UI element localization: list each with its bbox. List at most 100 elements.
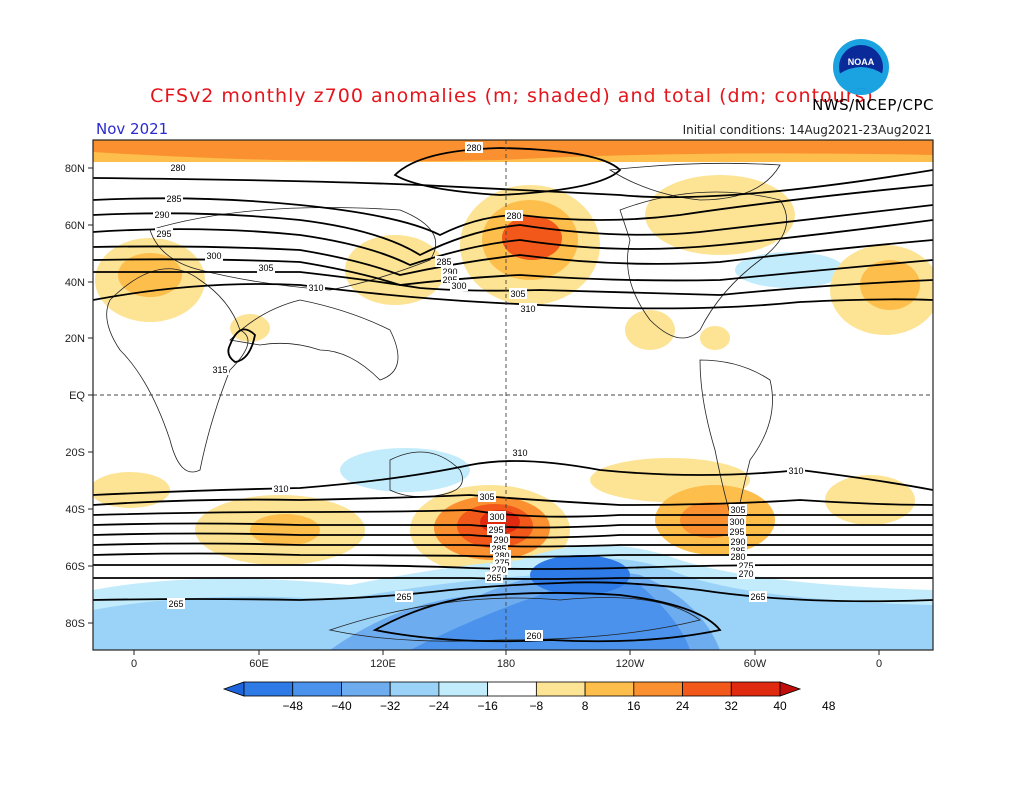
latitude-labels: 80N 60N 40N 20N EQ 20S 40S 60S 80S [65, 163, 93, 630]
contour-label-bg [729, 504, 747, 515]
forecast-month: Nov 2021 [96, 120, 169, 138]
contour-label-bg [487, 524, 505, 535]
lon-label: 120W [616, 658, 645, 670]
contour-label: 280 [494, 551, 509, 561]
contour-label: 265 [396, 592, 411, 602]
noaa-logo: NOAA [833, 39, 889, 95]
colorbar-tick-label: −48 [283, 699, 304, 713]
contour-label-bg [729, 536, 747, 547]
colorbar-tick-label: 16 [627, 699, 641, 713]
contour-label-bg [737, 568, 755, 579]
colorbar-tick-label: −40 [331, 699, 352, 713]
lat-label: 60S [65, 561, 85, 573]
contour-label-bg [492, 534, 510, 545]
contour-label: 310 [273, 484, 288, 494]
coastlines [106, 162, 788, 642]
contour-label-bg [728, 526, 746, 537]
contour-label-bg [505, 210, 523, 221]
contour-label: 280 [466, 143, 481, 153]
lon-label: 0 [876, 658, 882, 670]
contour-label-bg [169, 162, 187, 173]
contour-label: 290 [730, 537, 745, 547]
contour-label-bg [485, 572, 503, 583]
contour-label-bg [478, 491, 496, 502]
contour-label-bg [395, 591, 413, 602]
colorbar-arrow-left [222, 681, 245, 697]
contour-label: 300 [451, 281, 466, 291]
contour-label: 310 [788, 466, 803, 476]
lon-label: 120E [370, 658, 396, 670]
colorbar-tick-label: 8 [582, 699, 589, 713]
lat-label: EQ [69, 390, 85, 402]
contour-label-bg [165, 193, 183, 204]
contour-label-bg [167, 598, 185, 609]
colorbar-tick-label: −32 [380, 699, 401, 713]
contour-label-bg [205, 250, 223, 261]
colorbar-swatch [682, 681, 732, 697]
contour-label: 295 [488, 525, 503, 535]
lat-label: 60N [65, 220, 85, 232]
contour-label: 290 [493, 535, 508, 545]
colorbar-swatch [730, 681, 781, 697]
colorbar-swatch [438, 681, 489, 697]
lat-label: 20N [65, 333, 85, 345]
contour-label: 305 [479, 492, 494, 502]
lat-label: 80S [65, 618, 85, 630]
contour-label: 275 [494, 558, 509, 568]
colorbar: −48 −40 −32 −24 −16 −8 8 16 24 32 40 48 [222, 681, 836, 713]
contour-label: 315 [212, 365, 227, 375]
contour-label: 310 [308, 283, 323, 293]
contour-label: 280 [170, 163, 185, 173]
contour-label: 290 [154, 210, 169, 220]
lon-label: 60W [744, 658, 767, 670]
contour-label: 300 [206, 251, 221, 261]
colorbar-tick-label: 32 [725, 699, 739, 713]
contour-label: 280 [730, 552, 745, 562]
contour-label: 285 [166, 194, 181, 204]
contour-label: 300 [489, 512, 504, 522]
contour-label-bg [211, 364, 229, 375]
contour-label-bg [153, 209, 171, 220]
contour-label-bg [787, 465, 805, 476]
colorbar-swatch [341, 681, 391, 697]
contour-label: 270 [738, 569, 753, 579]
colorbar-tick-label: −16 [477, 699, 498, 713]
contour-label: 265 [486, 573, 501, 583]
lon-label: 180 [497, 658, 515, 670]
colorbar-tick-label: 40 [773, 699, 787, 713]
organization-label: NWS/NCEP/CPC [812, 96, 934, 114]
contour-label: 285 [491, 544, 506, 554]
contour-label: 270 [491, 565, 506, 575]
contour-label: 310 [512, 448, 527, 458]
colorbar-swatch [243, 681, 294, 697]
contour-label: 305 [258, 263, 273, 273]
colorbar-tick-label: 24 [676, 699, 690, 713]
contour-label-bg [737, 560, 755, 571]
lat-label: 40S [65, 504, 85, 516]
colorbar-tick-label: −24 [429, 699, 450, 713]
contour-label: 305 [510, 289, 525, 299]
reference-lines [93, 140, 933, 650]
contour-label: 285 [436, 257, 451, 267]
contour-label: 295 [729, 527, 744, 537]
contour-label-bg [729, 545, 747, 556]
contour-label: 265 [168, 599, 183, 609]
chart-title: CFSv2 monthly z700 anomalies (m; shaded)… [150, 85, 874, 107]
lat-label: 80N [65, 163, 85, 175]
contour-labels: 2802852902953003053103152802802852902953… [153, 142, 805, 641]
longitude-labels: 0 60E 120E 180 120W 60W 0 [131, 650, 882, 670]
colorbar-swatch [535, 681, 586, 697]
contour-label-bg [155, 228, 173, 239]
contour-label-bg [441, 266, 459, 277]
contour-label-bg [511, 447, 529, 458]
colorbar-swatch [633, 681, 683, 697]
contour-label: 300 [729, 517, 744, 527]
contour-label-bg [257, 262, 275, 273]
lon-label: 60E [249, 658, 269, 670]
contour-label-bg [488, 511, 506, 522]
contour-label-bg [493, 550, 511, 561]
contour-label-bg [441, 274, 459, 285]
colorbar-swatch [487, 681, 537, 697]
contour-label-bg [493, 557, 511, 568]
colorbar-tick-label: 48 [822, 699, 836, 713]
